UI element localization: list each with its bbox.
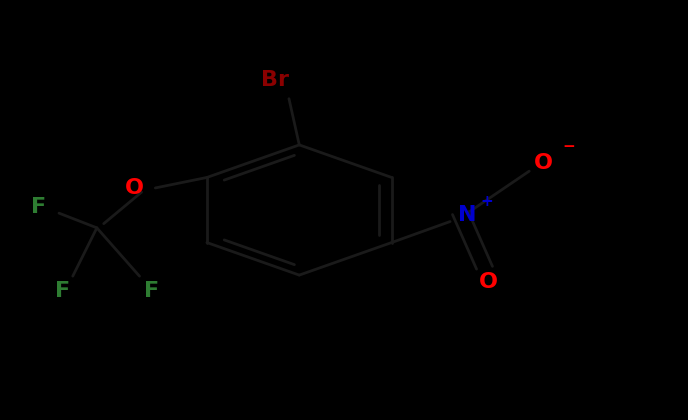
Text: −: − — [563, 139, 575, 154]
Text: O: O — [533, 153, 552, 173]
Text: +: + — [480, 194, 493, 209]
Text: F: F — [144, 281, 160, 301]
Text: O: O — [125, 178, 144, 198]
Text: O: O — [478, 273, 497, 292]
Text: F: F — [31, 197, 46, 217]
Text: Br: Br — [261, 70, 289, 90]
Text: N: N — [458, 205, 477, 225]
Text: F: F — [55, 281, 70, 301]
